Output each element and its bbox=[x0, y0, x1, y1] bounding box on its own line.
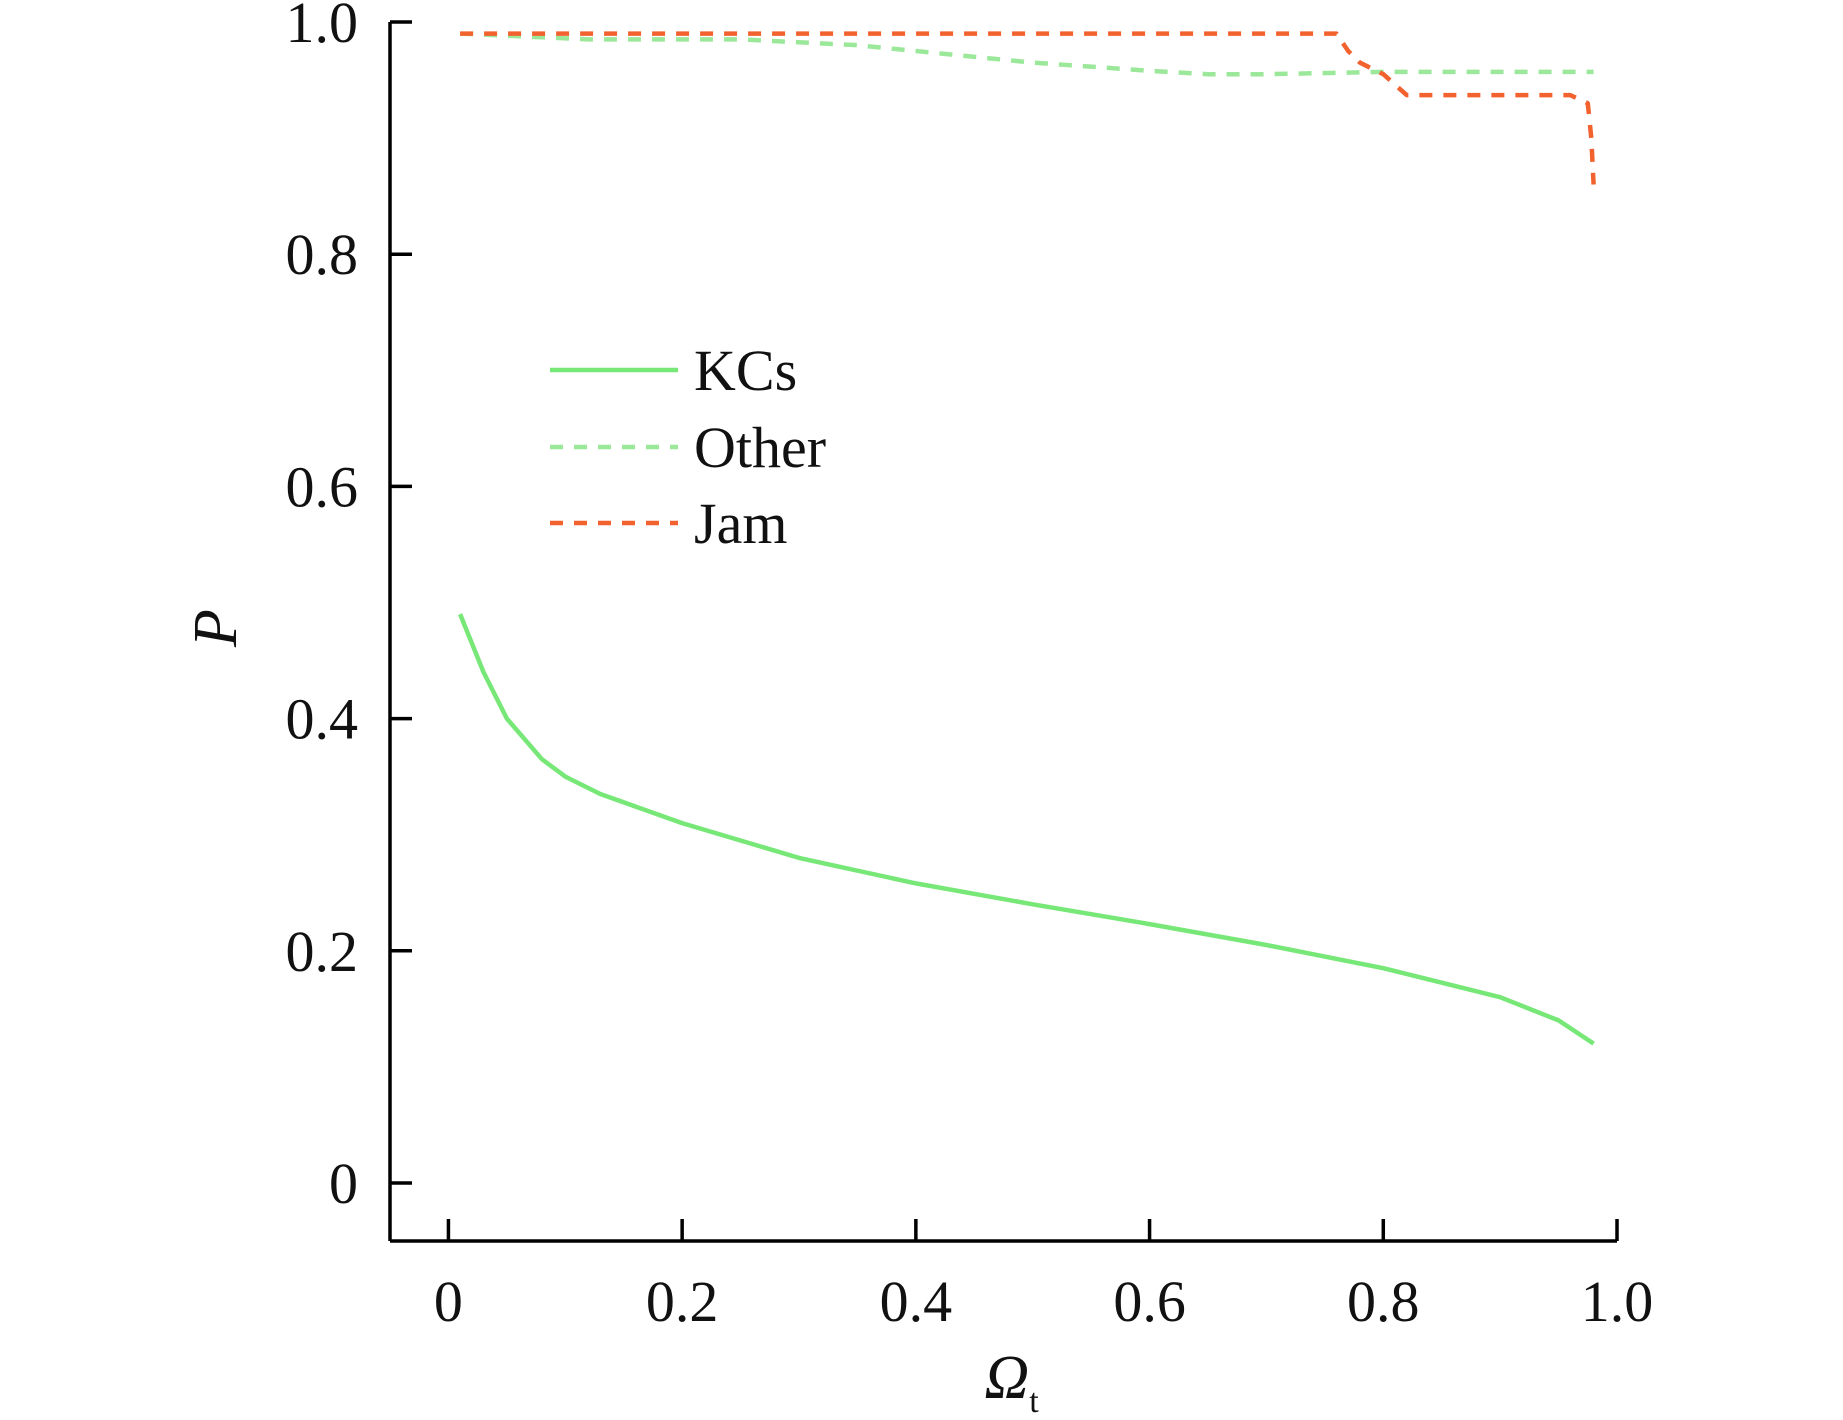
y-tick-label: 0.4 bbox=[286, 687, 359, 752]
x-axis-label: Ωt bbox=[984, 1344, 1039, 1420]
legend-label-other: Other bbox=[694, 415, 826, 480]
y-tick-label: 0.8 bbox=[286, 222, 359, 287]
x-axis-label-subscript: t bbox=[1029, 1383, 1039, 1420]
y-tick-label: 0.2 bbox=[286, 919, 359, 984]
x-tick-label: 0 bbox=[434, 1269, 463, 1334]
series-line-kcs bbox=[458, 613, 1595, 1046]
legend: KCs Other Jam bbox=[550, 338, 826, 556]
series-layer bbox=[458, 31, 1596, 1046]
x-tick-label: 0.4 bbox=[880, 1269, 953, 1334]
series-line-other bbox=[459, 31, 1594, 77]
axes: 0 0.2 0.4 0.6 0.8 1.0 0 0.2 0.4 0.6 0.8 1.0 bbox=[286, 0, 1654, 1334]
y-tick-label: 0.6 bbox=[286, 454, 359, 519]
series-line-jam bbox=[460, 31, 1596, 185]
x-tick-label: 0.2 bbox=[646, 1269, 719, 1334]
x-tick-label: 0.8 bbox=[1347, 1269, 1420, 1334]
legend-label-kcs: KCs bbox=[694, 338, 797, 403]
legend-label-jam: Jam bbox=[694, 491, 787, 556]
y-tick-label: 0 bbox=[329, 1151, 358, 1216]
x-tick-label: 1.0 bbox=[1581, 1269, 1654, 1334]
y-axis-label: P bbox=[182, 609, 250, 648]
x-tick-label: 0.6 bbox=[1113, 1269, 1186, 1334]
y-tick-label: 1.0 bbox=[286, 0, 359, 55]
